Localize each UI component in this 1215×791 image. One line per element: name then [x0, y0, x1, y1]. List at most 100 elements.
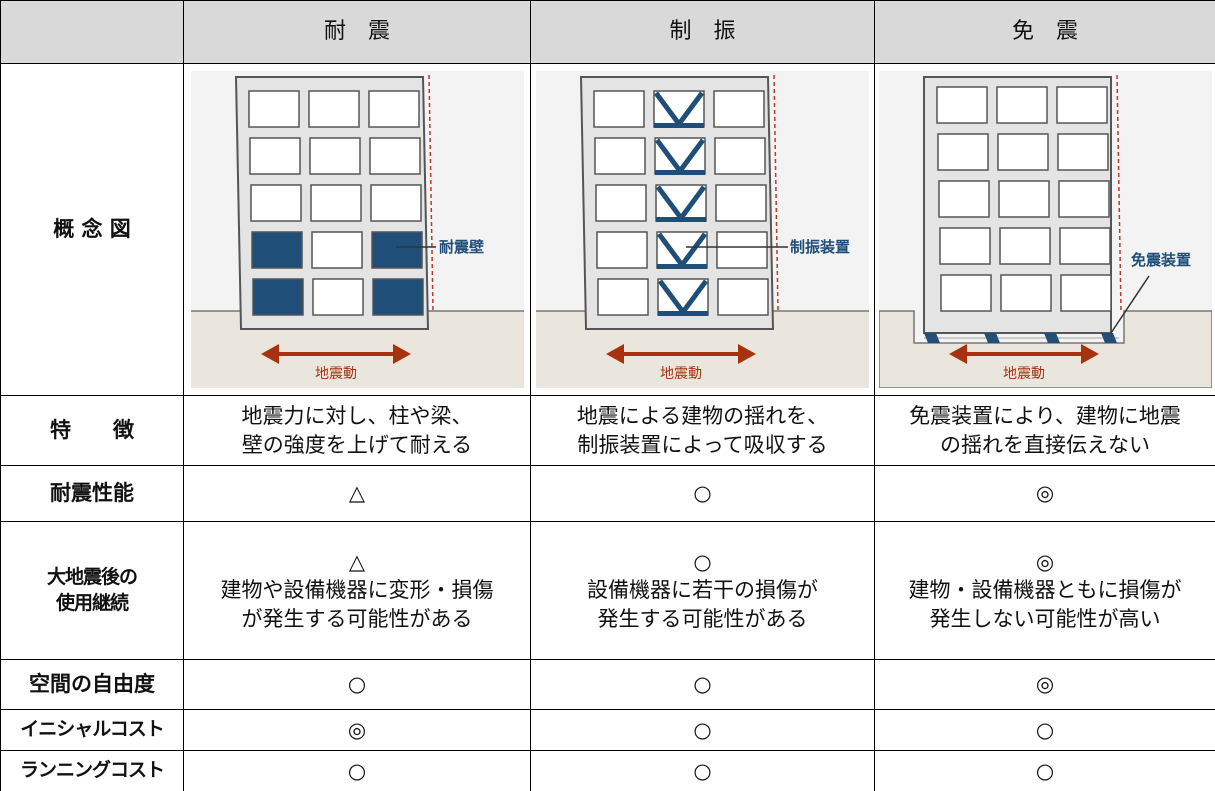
window [367, 90, 420, 128]
row-label: 空間の自由度 [0, 659, 184, 710]
header-row: 耐 震 制 振 免 震 [0, 0, 1215, 64]
window [596, 231, 648, 269]
header-cell: 耐 震 [183, 0, 531, 64]
arrow-head [948, 344, 967, 364]
table-cell: △ 建物や設備機器に変形・損傷 が発生する可能性がある [183, 521, 531, 660]
table-cell: ○ [874, 750, 1215, 791]
row-label: ランニングコスト [0, 750, 184, 791]
table-cell: ○ [874, 709, 1215, 751]
table-cell: ○ [530, 750, 875, 791]
ground [878, 310, 1212, 388]
window [1059, 274, 1112, 312]
motion-label: 地震動 [1003, 366, 1045, 382]
callout-label: 耐震壁 [439, 238, 484, 256]
table-cell: △ [183, 465, 531, 522]
window [995, 86, 1048, 124]
window [250, 231, 303, 269]
table-cell: ○ [530, 709, 875, 751]
row-label: 特 徴 [0, 395, 184, 466]
header-cell: 免 震 [874, 0, 1215, 64]
table-cell: 地震による建物の揺れを、 制振装置によって吸収する [530, 395, 875, 466]
row-label: イニシャルコスト [0, 709, 184, 751]
window [938, 227, 991, 265]
callout-line [1109, 275, 1150, 334]
window [368, 137, 421, 175]
window [654, 137, 706, 175]
window [595, 184, 647, 222]
damper [658, 311, 708, 316]
table-cell: ○ [183, 659, 531, 710]
deformation-line [427, 74, 434, 312]
window [307, 90, 360, 128]
arrow-head [260, 344, 279, 364]
brace [657, 279, 686, 314]
table-row: イニシャルコスト ◎ ○ ○ [0, 709, 1215, 751]
window [717, 278, 769, 316]
arrow-head [392, 344, 411, 364]
window [999, 274, 1052, 312]
arrow-head [738, 344, 756, 364]
window [251, 278, 304, 316]
window [371, 278, 424, 316]
diagram-cell: 耐震壁地震動 [183, 63, 531, 396]
callout-label: 制振装置 [790, 238, 850, 256]
window [997, 180, 1050, 218]
deformation-line [773, 74, 779, 312]
table-row: ランニングコスト ○ ○ ○ [0, 750, 1215, 791]
window [247, 90, 300, 128]
arrow-head [1080, 344, 1099, 364]
window [936, 133, 989, 171]
table-row: 特 徴地震力に対し、柱や梁、 壁の強度を上げて耐える 地震による建物の揺れを、 制… [0, 395, 1215, 466]
table-cell: ○ [530, 465, 875, 522]
window [593, 90, 645, 128]
table-cell: ◎ [874, 659, 1215, 710]
table-row: 耐震性能 △ ○ ◎ [0, 465, 1215, 522]
brace [680, 279, 709, 314]
damper [656, 217, 706, 222]
window [311, 278, 364, 316]
row-label: 概 念 図 [0, 63, 184, 396]
table-cell: ○ 設備機器に若干の損傷が 発生する可能性がある [530, 521, 875, 660]
table-cell: ○ [530, 659, 875, 710]
brace [653, 91, 682, 126]
table-cell: ◎ 建物・設備機器ともに損傷が 発生しない可能性が高い [874, 521, 1215, 660]
diagram-row: 概 念 図 耐震壁地震動 制振装置 地震動 免震装置地震動 [0, 63, 1215, 396]
window [369, 184, 422, 222]
brace [655, 185, 684, 220]
table-cell: 地震力に対し、柱や梁、 壁の強度を上げて耐える [183, 395, 531, 466]
window [1057, 180, 1110, 218]
window [1058, 227, 1111, 265]
window [309, 184, 362, 222]
window [1056, 133, 1109, 171]
damper [655, 170, 705, 175]
corner-cell [0, 0, 184, 64]
motion-label: 地震動 [315, 366, 357, 382]
window [939, 274, 992, 312]
window [597, 278, 649, 316]
diagram-cell: 免震装置地震動 [874, 63, 1215, 396]
table-cell: 免震装置により、建物に地震 の揺れを直接伝えない [874, 395, 1215, 466]
brace [656, 232, 685, 267]
callout-label: 免震装置 [1131, 251, 1191, 269]
window [594, 137, 646, 175]
brace [678, 185, 707, 220]
window [715, 184, 767, 222]
brace [679, 232, 708, 267]
window [998, 227, 1051, 265]
window [714, 137, 766, 175]
window [935, 86, 988, 124]
table-cell: ◎ [874, 465, 1215, 522]
brace [677, 138, 706, 173]
brace [676, 91, 705, 126]
window [308, 137, 361, 175]
brace [654, 138, 683, 173]
header-cell: 制 振 [530, 0, 875, 64]
window [370, 231, 423, 269]
table-row: 大地震後の 使用継続 △ 建物や設備機器に変形・損傷 が発生する可能性がある ○ 設… [0, 521, 1215, 660]
window [1055, 86, 1108, 124]
